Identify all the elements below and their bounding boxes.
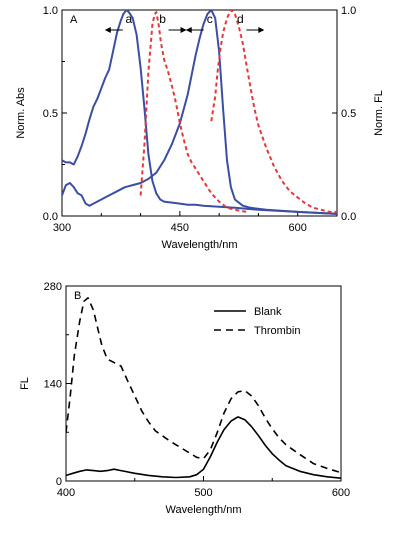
series-line-thrombin xyxy=(66,297,341,474)
x-tick-label: 500 xyxy=(194,487,212,499)
panel-a: 300 450 600 0.0 0.5 1.0 0.0 0.5 1.0 Wavelength/nm… xyxy=(15,5,385,251)
arrow-left-head xyxy=(104,27,111,33)
y-tick-label: 140 xyxy=(44,379,62,391)
legend-label-thrombin: Thrombin xyxy=(254,325,300,337)
curve-label-d: d xyxy=(237,12,244,26)
x-tick-label: 400 xyxy=(57,487,75,499)
y-axis-title: FL xyxy=(19,377,31,390)
x-tick-label: 600 xyxy=(332,487,350,499)
series-line-b xyxy=(139,11,247,213)
y-tick-label: 0.5 xyxy=(43,108,58,120)
y-tick-label: 0 xyxy=(56,476,62,488)
plot-frame xyxy=(65,285,342,482)
x-tick-label: 300 xyxy=(53,222,71,234)
curve-label-a: a xyxy=(125,12,132,26)
panel-b: 400 500 600 0 140 280 Wavelength/nm FL B Blank Thr… xyxy=(19,281,350,516)
series-line-c xyxy=(62,10,337,215)
y2-tick-label: 0.0 xyxy=(341,211,356,223)
x-tick-label: 600 xyxy=(289,222,307,234)
series-line-d xyxy=(210,10,337,213)
arrow-right-head xyxy=(258,27,265,33)
panel-label: B xyxy=(74,290,81,302)
y2-tick-label: 0.5 xyxy=(341,108,356,120)
legend-label-blank: Blank xyxy=(254,306,282,318)
series-line-blank xyxy=(66,416,341,479)
x-axis-title: Wavelength/nm xyxy=(165,504,241,516)
y2-tick-label: 1.0 xyxy=(341,5,356,17)
panel-label: A xyxy=(70,14,78,26)
y-axis-title: Norm. Abs xyxy=(15,87,27,139)
series-line-a xyxy=(62,10,337,215)
x-axis-title: Wavelength/nm xyxy=(161,239,237,251)
y-tick-label: 280 xyxy=(44,281,62,293)
curve-label-c: c xyxy=(207,12,213,26)
arrow-left-head xyxy=(185,27,192,33)
x-tick-label: 450 xyxy=(171,222,189,234)
y2-axis-title: Norm. FL xyxy=(373,90,385,136)
y-tick-label: 0.0 xyxy=(43,211,58,223)
y-tick-label: 1.0 xyxy=(43,5,58,17)
curve-label-b: b xyxy=(159,12,166,26)
arrow-right-head xyxy=(180,27,187,33)
